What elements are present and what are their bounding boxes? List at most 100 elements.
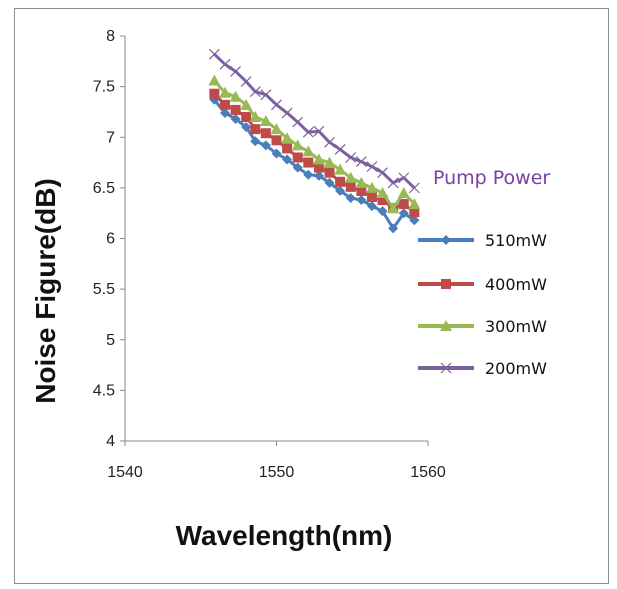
- data-point-200mw: [230, 66, 242, 77]
- y-axis-title: Noise Figure(dB): [30, 178, 61, 404]
- data-point-510mw: [219, 107, 230, 118]
- legend-marker-400mw: [441, 279, 451, 289]
- y-tick-label: 6.5: [93, 180, 115, 197]
- data-point-300mw: [387, 202, 400, 214]
- y-tick-label: 4.5: [93, 382, 115, 399]
- x-axis-title: Wavelength(nm): [176, 520, 393, 551]
- x-tick-label: 1560: [410, 464, 446, 481]
- data-point-400mw: [260, 128, 271, 139]
- axes: 4 4.5 5 5.5 6 6.5 7 7.5 8 1540 1550 1560: [93, 28, 446, 481]
- data-point-300mw: [312, 153, 325, 165]
- legend-title: Pump Power: [433, 167, 550, 189]
- data-point-300mw: [229, 90, 242, 102]
- legend: 510mW 400mW 300mW 200mW: [418, 231, 547, 378]
- chart-frame: [14, 8, 609, 584]
- data-point-300mw: [291, 139, 304, 151]
- x-tick-label: 1550: [259, 464, 295, 481]
- data-point-200mw: [302, 126, 314, 138]
- data-point-510mw: [388, 223, 399, 234]
- data-point-510mw: [324, 177, 335, 188]
- data-point-510mw: [292, 162, 303, 173]
- data-point-300mw: [259, 115, 272, 127]
- x-tick-label: 1540: [107, 464, 143, 481]
- y-tick-label: 6: [106, 231, 115, 248]
- data-point-400mw: [356, 185, 367, 196]
- legend-item-300mw: 300mW: [418, 317, 547, 336]
- legend-marker-510mw: [441, 235, 451, 245]
- data-point-300mw: [408, 198, 421, 210]
- data-point-200mw: [281, 107, 293, 119]
- legend-label-510mw: 510mW: [485, 231, 547, 250]
- series-300mw: [208, 74, 421, 214]
- data-point-400mw: [335, 176, 346, 187]
- data-point-200mw: [249, 86, 261, 98]
- data-point-200mw: [408, 182, 420, 194]
- y-tick-label: 5: [106, 332, 115, 349]
- data-point-200mw: [240, 76, 252, 87]
- y-tick-label: 4: [106, 433, 115, 450]
- series-400mw: [209, 88, 420, 218]
- data-point-200mw: [334, 143, 346, 155]
- data-point-400mw: [241, 112, 252, 122]
- y-tick-label: 8: [106, 28, 115, 45]
- data-point-300mw: [323, 156, 336, 168]
- data-point-400mw: [377, 195, 388, 206]
- legend-label-200mw: 200mW: [485, 359, 547, 378]
- data-point-510mw: [303, 169, 314, 180]
- data-point-300mw: [208, 74, 221, 86]
- data-point-510mw: [366, 201, 377, 212]
- data-point-510mw: [282, 154, 293, 165]
- data-point-300mw: [397, 186, 410, 198]
- legend-item-510mw: 510mW: [418, 231, 547, 250]
- data-point-400mw: [271, 135, 282, 146]
- data-point-200mw: [292, 116, 304, 128]
- series-200mw: [208, 48, 420, 194]
- data-point-200mw: [260, 89, 272, 101]
- data-point-510mw: [241, 122, 252, 133]
- data-point-400mw: [282, 143, 293, 154]
- legend-label-400mw: 400mW: [485, 275, 547, 294]
- data-point-200mw: [324, 136, 335, 148]
- data-point-510mw: [356, 195, 367, 206]
- data-point-400mw: [292, 152, 303, 163]
- data-point-300mw: [240, 98, 253, 110]
- data-point-200mw: [377, 167, 388, 179]
- data-point-200mw: [313, 125, 325, 137]
- data-point-300mw: [334, 163, 347, 175]
- data-point-400mw: [398, 199, 409, 210]
- data-point-510mw: [230, 114, 241, 125]
- legend-marker-300mw: [440, 320, 452, 331]
- data-point-300mw: [376, 186, 389, 198]
- data-point-400mw: [366, 191, 377, 202]
- data-point-200mw: [387, 177, 399, 189]
- y-tick-label: 5.5: [93, 281, 115, 298]
- data-point-510mw: [335, 185, 346, 196]
- legend-marker-200mw: [440, 362, 452, 374]
- data-point-300mw: [281, 132, 294, 144]
- series-line-300mw: [213, 79, 416, 210]
- y-tick-label: 7: [106, 129, 115, 146]
- data-point-400mw: [324, 167, 335, 178]
- data-point-300mw: [218, 86, 231, 98]
- data-point-200mw: [366, 161, 378, 173]
- data-point-200mw: [345, 152, 357, 163]
- data-point-300mw: [355, 176, 368, 188]
- data-point-300mw: [365, 181, 378, 193]
- data-point-510mw: [313, 170, 324, 181]
- y-tick-label: 7.5: [93, 79, 115, 96]
- data-point-510mw: [345, 193, 356, 203]
- data-point-300mw: [344, 171, 357, 183]
- data-point-510mw: [260, 140, 271, 151]
- data-point-400mw: [219, 99, 230, 110]
- data-point-200mw: [208, 48, 220, 60]
- data-point-400mw: [250, 124, 261, 135]
- data-point-300mw: [270, 123, 283, 135]
- series-layer: [208, 48, 421, 234]
- data-point-300mw: [249, 111, 262, 122]
- data-point-400mw: [303, 157, 314, 168]
- data-point-400mw: [409, 207, 420, 218]
- data-point-300mw: [302, 145, 315, 157]
- data-point-200mw: [398, 172, 410, 184]
- data-point-510mw: [398, 208, 409, 219]
